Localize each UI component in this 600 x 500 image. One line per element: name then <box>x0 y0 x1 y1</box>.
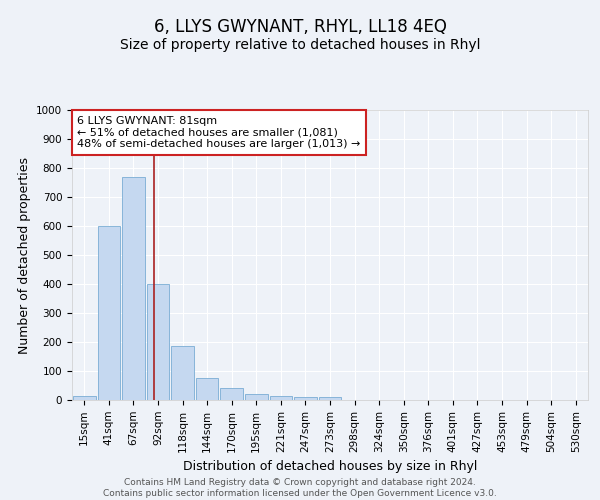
Bar <box>171 346 194 400</box>
Bar <box>319 397 341 400</box>
Text: 6 LLYS GWYNANT: 81sqm
← 51% of detached houses are smaller (1,081)
48% of semi-d: 6 LLYS GWYNANT: 81sqm ← 51% of detached … <box>77 116 361 149</box>
Bar <box>294 397 317 400</box>
Bar <box>146 284 169 400</box>
Text: Contains HM Land Registry data © Crown copyright and database right 2024.
Contai: Contains HM Land Registry data © Crown c… <box>103 478 497 498</box>
Bar <box>122 176 145 400</box>
Bar <box>269 396 292 400</box>
Bar <box>196 378 218 400</box>
Y-axis label: Number of detached properties: Number of detached properties <box>17 156 31 354</box>
Bar <box>245 394 268 400</box>
Text: 6, LLYS GWYNANT, RHYL, LL18 4EQ: 6, LLYS GWYNANT, RHYL, LL18 4EQ <box>154 18 446 36</box>
Bar <box>220 388 243 400</box>
X-axis label: Distribution of detached houses by size in Rhyl: Distribution of detached houses by size … <box>183 460 477 473</box>
Bar <box>73 396 95 400</box>
Bar <box>98 226 120 400</box>
Text: Size of property relative to detached houses in Rhyl: Size of property relative to detached ho… <box>120 38 480 52</box>
